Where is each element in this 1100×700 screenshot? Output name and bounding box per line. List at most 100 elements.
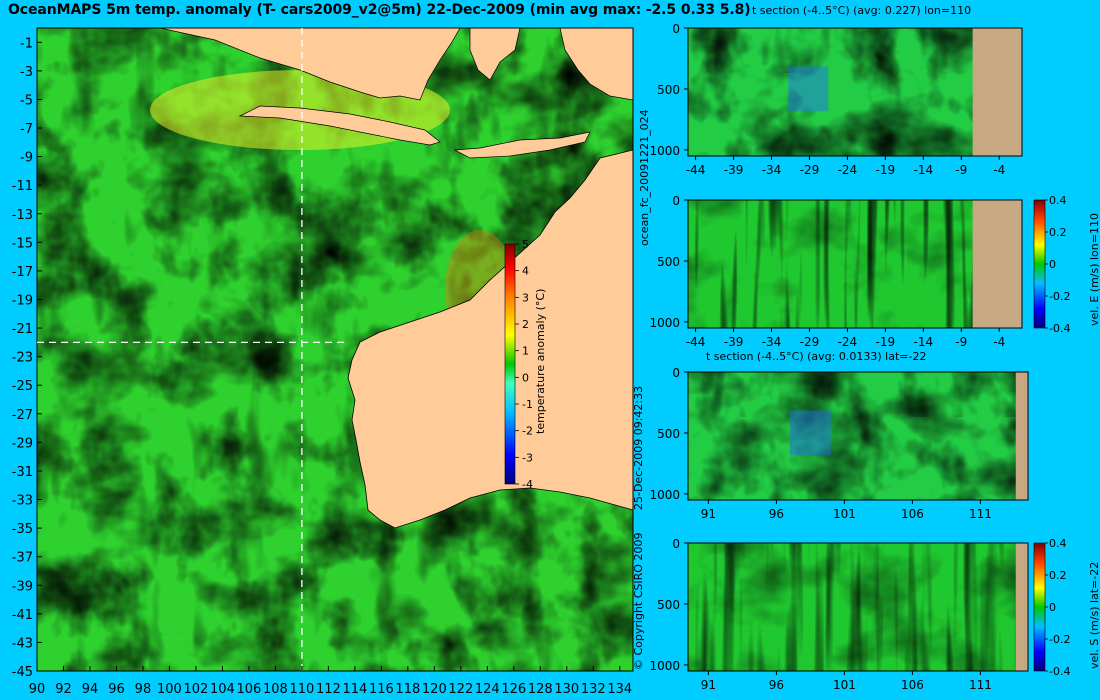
- section-x-tick-label: 91: [701, 678, 716, 692]
- map-colorbar-tick-label: -4: [522, 478, 533, 491]
- section-x-tick-label: -39: [724, 163, 744, 177]
- map-colorbar-label: temperature anomaly (°C): [534, 289, 547, 434]
- section-x-tick-label: 111: [969, 507, 992, 521]
- vel-s-lat-22-panel: 91 96 101 106 111 0 500 1000 0.4 0.2 0 -0.2 -0.4 vel.…: [649, 537, 1100, 692]
- section-colorbar-tick-label: -0.4: [1049, 322, 1070, 335]
- map-y-tick-label: -35: [12, 522, 33, 537]
- map-x-tick-label: 118: [395, 682, 420, 697]
- section-x-tick-label: 106: [901, 678, 924, 692]
- section-y-tick-label: 1000: [649, 316, 680, 330]
- section-x-tick-label: 111: [969, 678, 992, 692]
- land-indonesia: [159, 28, 461, 101]
- section-x-tick-label: -34: [762, 163, 782, 177]
- map-y-tick-label: -23: [12, 351, 33, 366]
- map-colorbar-tick-label: 4: [522, 265, 529, 278]
- map-y-tick-label: -21: [12, 322, 33, 337]
- vel-e-lon110-colorbar: [1033, 199, 1046, 329]
- section-colorbar-tick-label: 0.2: [1049, 226, 1067, 239]
- map-y-tick-label: -3: [20, 65, 33, 80]
- vel-s-lat-22-colorbar-label: vel. S (m/s) lat=-22: [1088, 562, 1100, 669]
- map-colorbar-tick-label: 3: [522, 291, 529, 304]
- map-x-tick-label: 102: [184, 682, 209, 697]
- section-x-tick-label: -44: [686, 163, 706, 177]
- map-x-tick-label: 98: [135, 682, 152, 697]
- section-x-tick-label: 106: [901, 507, 924, 521]
- map-y-tick-label: -25: [12, 379, 33, 394]
- map-colorbar-tick-label: 0: [522, 371, 529, 384]
- section-x-tick-label: -14: [914, 335, 934, 349]
- section-frame: [687, 27, 1023, 157]
- map-x-tick-label: 90: [29, 682, 46, 697]
- map-x-tick-label: 116: [369, 682, 394, 697]
- map-colorbar-tick-label: 1: [522, 345, 529, 358]
- section-y-tick-label: 0: [672, 22, 680, 36]
- map-x-tick-label: 120: [422, 682, 447, 697]
- section-y-tick-label: 0: [672, 537, 680, 551]
- map-x-tick-label: 134: [607, 682, 632, 697]
- map-y-tick-label: -41: [12, 608, 33, 623]
- map-colorbar-tick-label: -2: [522, 425, 533, 438]
- section-frame: [687, 371, 1029, 501]
- map-x-tick-label: 132: [581, 682, 606, 697]
- map-x-tick-label: 122: [448, 682, 473, 697]
- vel-e-lon110-colorbar-label: vel. E (m/s) lon=110: [1088, 213, 1100, 326]
- map-y-tick-label: -29: [12, 436, 33, 451]
- section-y-tick-label: 500: [657, 83, 680, 97]
- section-x-tick-label: -9: [955, 163, 967, 177]
- section-y-tick-label: 1000: [649, 488, 680, 502]
- land-australia: [347, 149, 633, 529]
- map-x-tick-label: 110: [289, 682, 314, 697]
- section-x-tick-label: -9: [955, 335, 967, 349]
- section-x-tick-label: -14: [914, 163, 934, 177]
- map-y-tick-label: -9: [20, 151, 33, 166]
- map-y-tick-label: -17: [12, 265, 33, 280]
- section-y-tick-label: 0: [672, 366, 680, 380]
- section-land: [972, 28, 1022, 156]
- map-colorbar-tick-label: -3: [522, 451, 533, 464]
- map-x-tick-label: 130: [554, 682, 579, 697]
- section-land: [972, 200, 1022, 328]
- map-x-tick-label: 126: [501, 682, 526, 697]
- section-colorbar-tick-label: -0.2: [1049, 633, 1070, 646]
- land-new-guinea: [559, 28, 633, 101]
- vel-e-lon110-panel: -44 -39 -34 -29 -24 -19 -14 -9 -4 0 500 1000 0.4 0.2 0…: [649, 194, 1100, 349]
- section-y-tick-label: 500: [657, 427, 680, 441]
- section-y-tick-label: 500: [657, 598, 680, 612]
- map-y-axis: -1 -3 -5 -7 -9 -11 -13 -15 -17 -19 -21 -23 -25 -27 -29…: [12, 36, 42, 680]
- map-y-tick-label: -43: [12, 636, 33, 651]
- map-x-tick-label: 92: [55, 682, 72, 697]
- map-x-tick-label: 112: [316, 682, 341, 697]
- run-time-label: 25-Dec-2009 09:42:33: [632, 385, 645, 510]
- map-y-tick-label: -7: [20, 122, 33, 137]
- map-y-tick-label: -27: [12, 408, 33, 423]
- section-x-tick-label: -29: [800, 163, 820, 177]
- land-java: [238, 105, 441, 146]
- map-y-tick-label: -5: [20, 93, 33, 108]
- section-x-tick-label: -29: [800, 335, 820, 349]
- forecast-label: ocean_fc_20091221_024: [638, 109, 651, 246]
- map-x-tick-label: 128: [528, 682, 553, 697]
- temperature-anomaly-map: [37, 28, 633, 671]
- map-y-tick-label: -39: [12, 579, 33, 594]
- map-x-tick-label: 114: [342, 682, 367, 697]
- section-x-tick-label: -34: [762, 335, 782, 349]
- map-y-tick-label: -31: [12, 465, 33, 480]
- section-y-tick-label: 1000: [649, 144, 680, 158]
- map-y-tick-label: -19: [12, 293, 33, 308]
- section-colorbar-tick-label: 0: [1049, 601, 1056, 614]
- section-land: [1015, 543, 1028, 671]
- map-x-tick-label: 108: [263, 682, 288, 697]
- map-x-tick-label: 104: [210, 682, 235, 697]
- section-x-tick-label: 96: [769, 678, 784, 692]
- section-x-tick-label: 101: [833, 678, 856, 692]
- map-y-tick-label: -1: [20, 36, 33, 51]
- t-section-lon-title: t section (-4..5°C) (avg: 0.227) lon=110: [752, 4, 972, 17]
- map-y-tick-label: -11: [12, 179, 33, 194]
- map-x-tick-label: 94: [82, 682, 99, 697]
- section-x-tick-label: -24: [838, 335, 858, 349]
- map-y-tick-label: -33: [12, 494, 33, 509]
- land-lesser-sunda: [453, 131, 591, 159]
- section-x-tick-label: -19: [876, 335, 896, 349]
- section-frame: [687, 199, 1023, 329]
